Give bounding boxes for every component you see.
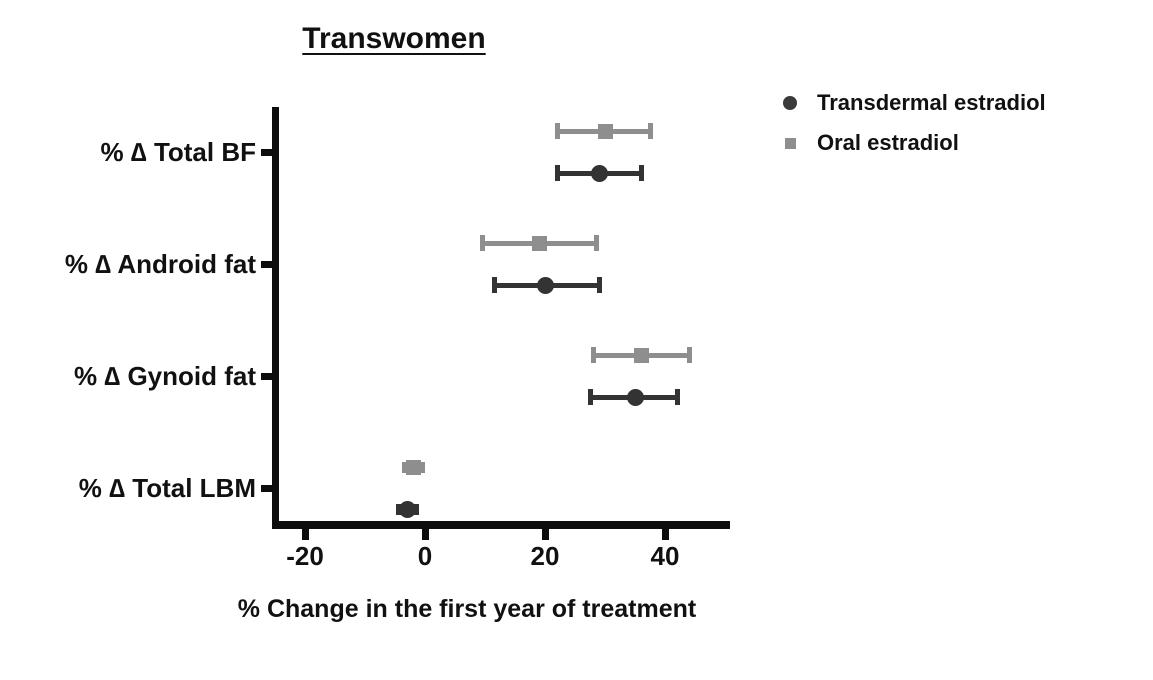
error-bar-cap (395, 503, 401, 515)
error-bar-cap (647, 123, 653, 139)
data-point-circle (626, 388, 644, 406)
x-axis-label: % Change in the first year of treatment (237, 595, 697, 623)
y-axis-tick (261, 148, 272, 156)
legend-item-oral: Oral estradiol (781, 128, 1046, 158)
legend: Transdermal estradiol Oral estradiol (781, 88, 1046, 158)
legend-marker-box (781, 137, 799, 149)
square-icon (784, 137, 796, 149)
error-bar-cap (401, 461, 407, 473)
legend-label: Transdermal estradiol (817, 90, 1046, 115)
error-bar-cap (638, 165, 644, 181)
y-axis-line (272, 107, 279, 529)
y-axis-tick (261, 484, 272, 492)
x-axis-tick (541, 529, 549, 540)
x-tick-label: 20 (530, 541, 560, 571)
error-bar-cap (587, 389, 593, 405)
legend-item-transdermal: Transdermal estradiol (781, 88, 1046, 118)
category-label-gynoid-fat: % ∆ Gynoid fat (73, 361, 256, 391)
data-point-square (405, 459, 421, 475)
x-axis-line (272, 521, 730, 529)
category-label-total-bf: % ∆ Total BF (100, 137, 256, 167)
data-point-square (531, 235, 547, 251)
error-bar-cap (686, 347, 692, 363)
x-tick-label: 0 (417, 541, 433, 571)
error-bar-cap (674, 389, 680, 405)
data-point-circle (590, 164, 608, 182)
y-axis-tick (261, 260, 272, 268)
x-tick-label: 40 (650, 541, 680, 571)
x-tick-label: -20 (286, 541, 324, 571)
x-axis-tick (301, 529, 309, 540)
data-point-circle (398, 500, 416, 518)
category-label-android-fat: % ∆ Android fat (64, 249, 256, 279)
error-bar-cap (593, 235, 599, 251)
circle-icon (783, 96, 797, 110)
error-bar-cap (590, 347, 596, 363)
legend-label: Oral estradiol (817, 130, 959, 155)
y-axis-tick (261, 372, 272, 380)
x-axis-tick (421, 529, 429, 540)
data-point-square (633, 347, 649, 363)
chart-title: Transwomen (302, 22, 486, 55)
error-bar-cap (419, 461, 425, 473)
x-axis-tick (661, 529, 669, 540)
error-bar-cap (413, 503, 419, 515)
category-label-total-lbm: % ∆ Total LBM (78, 473, 256, 503)
error-bar-cap (554, 123, 560, 139)
error-bar-cap (491, 277, 497, 293)
error-bar-cap (479, 235, 485, 251)
data-point-circle (536, 276, 554, 294)
data-point-square (597, 123, 613, 139)
legend-marker-box (781, 96, 799, 110)
error-bar-cap (596, 277, 602, 293)
error-bar-cap (554, 165, 560, 181)
